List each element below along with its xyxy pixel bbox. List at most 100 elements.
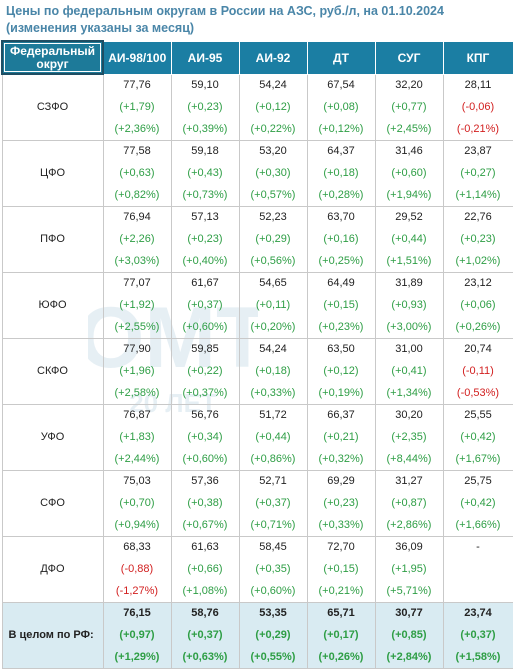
table-row: (+0,70) (+0,38) (+0,37) (+0,23) (+0,87) (+0,4…: [2, 492, 513, 514]
price-cell: 57,13: [170, 205, 240, 228]
change-abs-cell: (+1,92): [102, 294, 172, 316]
change-pct-cell: (+0,33%): [238, 382, 308, 405]
table-row: СКФО 77,90 59,85 54,24 63,50 31,00 20,74: [1, 337, 513, 405]
change-pct-cell: (+3,00%): [374, 316, 444, 339]
price-cell: 69,29: [306, 469, 376, 492]
change-pct-cell: (+0,23%): [306, 316, 376, 339]
price-cell: 77,07: [102, 271, 172, 294]
header-col: ДТ: [306, 40, 376, 75]
change-abs-cell: (+0,44): [238, 426, 308, 448]
price-cell: -: [442, 535, 513, 558]
change-pct-cell: (+0,32%): [306, 448, 376, 471]
change-pct-cell: (+0,71%): [238, 514, 308, 537]
price-cell: 76,94: [102, 205, 172, 228]
region-name: СЗФО: [1, 73, 104, 141]
header-col: АИ-98/100: [102, 40, 172, 75]
change-abs-cell: (+0,18): [238, 360, 308, 382]
change-abs-cell: (+0,15): [306, 294, 376, 316]
change-abs-cell: (+0,44): [374, 228, 444, 250]
price-cell: 51,72: [238, 403, 308, 426]
price-cell: 20,74: [442, 337, 513, 360]
change-abs-cell: (+0,34): [170, 426, 240, 448]
price-cell: 54,65: [238, 271, 308, 294]
change-pct-cell: (+0,26%): [306, 646, 376, 669]
change-pct-cell: (+2,58%): [102, 382, 172, 405]
change-pct-cell: (+0,12%): [306, 118, 376, 141]
change-abs-cell: (+0,37): [238, 492, 308, 514]
price-cell: 77,90: [102, 337, 172, 360]
price-cell: 31,46: [374, 139, 444, 162]
change-pct-cell: (+1,08%): [170, 580, 240, 603]
header-col: АИ-92: [238, 40, 308, 75]
total-row: (+0,97) (+0,37) (+0,29) (+0,17) (+0,85) (+0,3…: [2, 624, 513, 646]
price-cell: 59,85: [170, 337, 240, 360]
change-pct-cell: (+3,03%): [102, 250, 172, 273]
change-abs-cell: (-0,11): [442, 360, 513, 382]
change-pct-cell: (+0,21%): [306, 580, 376, 603]
change-pct-cell: (+0,39%): [170, 118, 240, 141]
change-pct-cell: (+0,73%): [170, 184, 240, 207]
price-cell: 76,15: [102, 601, 172, 624]
change-abs-cell: (+0,42): [442, 426, 513, 448]
change-pct-cell: (+1,29%): [102, 646, 172, 669]
table-row: ПФО 76,94 57,13 52,23 63,70 29,52 22,76: [1, 205, 513, 273]
price-cell: 54,24: [238, 73, 308, 96]
price-cell: 57,36: [170, 469, 240, 492]
change-pct-cell: (+0,56%): [238, 250, 308, 273]
change-pct-cell: (+1,14%): [442, 184, 513, 207]
header-row: Федеральный округ АИ-98/100 АИ-95 АИ-92 …: [1, 40, 513, 75]
change-pct-cell: (+0,94%): [102, 514, 172, 537]
change-pct-cell: (+2,36%): [102, 118, 172, 141]
price-cell: 77,58: [102, 139, 172, 162]
change-abs-cell: (+0,29): [238, 228, 308, 250]
total-row: (+1,29%) (+0,63%) (+0,55%) (+0,26%) (+2,84%)…: [2, 646, 513, 669]
region-name: ДФО: [1, 535, 104, 603]
change-abs-cell: (+0,30): [238, 162, 308, 184]
change-abs-cell: (+0,37): [442, 624, 513, 646]
price-cell: 23,74: [442, 601, 513, 624]
change-abs-cell: (+0,70): [102, 492, 172, 514]
change-abs-cell: (+2,26): [102, 228, 172, 250]
change-pct-cell: (+0,26%): [442, 316, 513, 339]
change-pct-cell: (+0,60%): [238, 580, 308, 603]
table-row: (+2,55%) (+0,60%) (+0,20%) (+0,23%) (+3,00%)…: [2, 316, 513, 339]
table-row: (+1,79) (+0,23) (+0,12) (+0,08) (+0,77) (-0,0…: [2, 96, 513, 118]
price-cell: 66,37: [306, 403, 376, 426]
change-pct-cell: (+0,22%): [238, 118, 308, 141]
price-cell: 53,35: [238, 601, 308, 624]
change-pct-cell: (+2,44%): [102, 448, 172, 471]
table-row: СФО 75,03 57,36 52,71 69,29 31,27 25,75: [1, 469, 513, 537]
total-label: В целом по РФ:: [1, 601, 104, 669]
price-cell: 68,33: [102, 535, 172, 558]
price-cell: 23,87: [442, 139, 513, 162]
table-row: (+2,26) (+0,23) (+0,29) (+0,16) (+0,44) (+0,2…: [2, 228, 513, 250]
price-cell: 72,70: [306, 535, 376, 558]
change-pct-cell: (+2,45%): [374, 118, 444, 141]
change-pct-cell: (-0,53%): [442, 382, 513, 405]
price-cell: 58,76: [170, 601, 240, 624]
price-cell: 31,27: [374, 469, 444, 492]
change-pct-cell: (+2,86%): [374, 514, 444, 537]
price-cell: 67,54: [306, 73, 376, 96]
change-pct-cell: (+1,02%): [442, 250, 513, 273]
change-abs-cell: (+0,27): [442, 162, 513, 184]
price-cell: 30,20: [374, 403, 444, 426]
table-row: ЦФО 77,58 59,18 53,20 64,37 31,46 23,87: [1, 139, 513, 207]
change-pct-cell: (+0,28%): [306, 184, 376, 207]
total-row: В целом по РФ: 76,15 58,76 53,35 65,71 30,77 2…: [1, 601, 513, 669]
price-cell: 28,11: [442, 73, 513, 96]
price-cell: 77,76: [102, 73, 172, 96]
change-abs-cell: (+1,95): [374, 558, 444, 580]
change-pct-cell: (+0,63%): [170, 646, 240, 669]
price-cell: 59,10: [170, 73, 240, 96]
table-row: (+1,83) (+0,34) (+0,44) (+0,21) (+2,35) (+0,4…: [2, 426, 513, 448]
change-abs-cell: (+0,23): [170, 228, 240, 250]
change-pct-cell: (+1,34%): [374, 382, 444, 405]
price-cell: 76,87: [102, 403, 172, 426]
change-pct-cell: (+0,57%): [238, 184, 308, 207]
price-cell: 36,09: [374, 535, 444, 558]
change-abs-cell: (+0,12): [238, 96, 308, 118]
change-abs-cell: (+0,77): [374, 96, 444, 118]
price-cell: 23,12: [442, 271, 513, 294]
price-cell: 53,20: [238, 139, 308, 162]
